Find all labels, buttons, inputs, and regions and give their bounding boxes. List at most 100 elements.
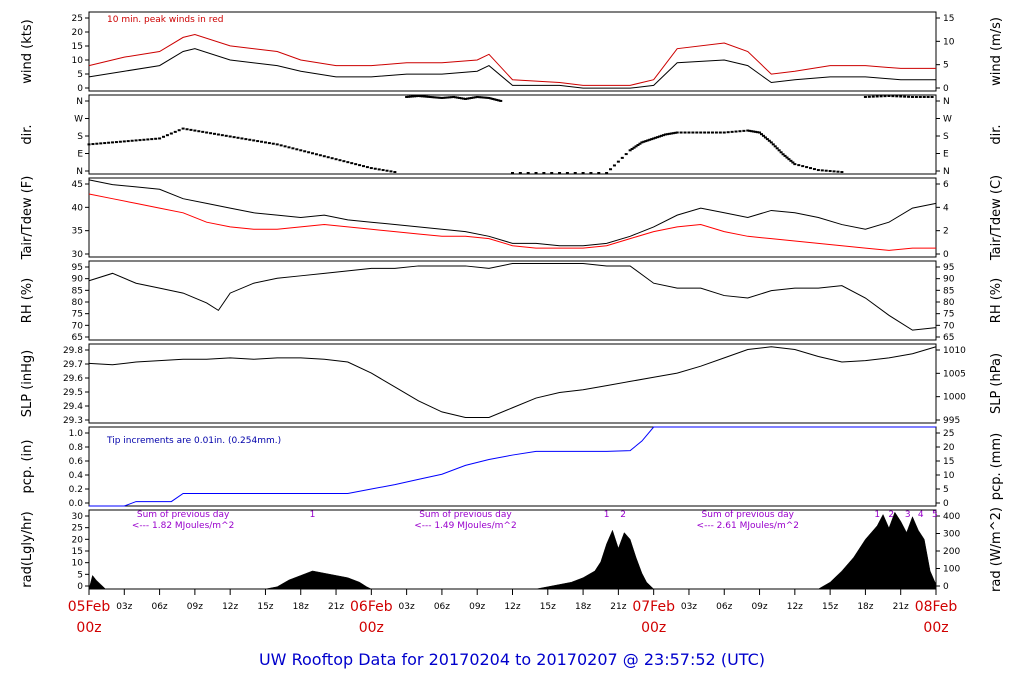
rad-hour-marker: 1 [604, 510, 610, 520]
x-hour-label: 06z [151, 602, 167, 612]
rh-left-tick-label: 75 [72, 310, 83, 320]
dir-point [675, 131, 679, 134]
pcp-frame [88, 426, 937, 507]
slp-ylabel-left: SLP (inHg) [20, 350, 35, 418]
dir-point [760, 133, 764, 136]
pcp-right-tick-label: 15 [943, 457, 954, 467]
dir-point [816, 169, 820, 172]
pcp-ylabel-left: pcp. (in) [20, 440, 35, 494]
dir-point [314, 153, 318, 156]
dir-point [201, 130, 205, 133]
dir-point [114, 141, 118, 144]
x-date-label: 06Feb [350, 599, 393, 615]
rad-left-tick-label: 20 [72, 535, 84, 545]
pcp-right-tick-label: 5 [943, 485, 949, 495]
dir-point [779, 151, 783, 154]
dir-point [565, 172, 569, 175]
dir-point [279, 144, 283, 147]
dir-point [465, 97, 469, 100]
wind-left-tick-label: 20 [72, 28, 84, 38]
dir-point [197, 130, 201, 133]
rad-hour-marker: 3 [905, 510, 911, 520]
dir-point [442, 96, 446, 99]
dir-point [703, 131, 707, 134]
dir-point [95, 142, 99, 145]
dir-right-tick-label: N [943, 167, 950, 177]
dir-point [820, 169, 824, 172]
x-hour-label: 18z [575, 602, 591, 612]
dir-point [605, 172, 609, 175]
dir-point [771, 143, 775, 146]
dir-point [193, 129, 197, 132]
dir-point [181, 127, 185, 130]
rh-right-tick-label: 65 [943, 333, 954, 343]
x-date-hour-label: 00z [359, 620, 384, 636]
dir-point [169, 132, 173, 135]
dir-point [173, 130, 177, 133]
dir-point [411, 95, 415, 98]
dir-left-tick-label: N [76, 167, 83, 177]
dir-point [550, 172, 554, 175]
x-hour-label: 03z [681, 602, 697, 612]
dir-point [358, 164, 362, 167]
dir-point [738, 130, 742, 133]
dir-point [914, 95, 918, 98]
temp-right-tick-label: 4 [943, 203, 949, 213]
dir-point [405, 95, 409, 98]
temp-right-tick-label: 2 [943, 227, 949, 237]
rh-left-tick-label: 85 [72, 286, 83, 296]
x-hour-label: 21z [610, 602, 626, 612]
temp-series-tair [88, 179, 937, 247]
dir-point [650, 138, 654, 141]
dir-point [863, 95, 867, 98]
dir-point [742, 129, 746, 132]
dir-point [291, 147, 295, 150]
dir-point [840, 171, 844, 174]
dir-point [644, 140, 648, 143]
rh-right-tick-label: 85 [943, 286, 954, 296]
dir-point [418, 95, 422, 98]
dir-point [295, 148, 299, 151]
rh-right-tick-label: 90 [943, 275, 955, 285]
rh-right-tick-label: 75 [943, 310, 954, 320]
rh-right-tick-label: 80 [943, 298, 955, 308]
dir-point [240, 137, 244, 140]
dir-right-tick-label: E [943, 150, 949, 160]
dir-point [785, 156, 789, 159]
pcp-right-tick-label: 0 [943, 499, 949, 509]
dir-point [609, 168, 613, 171]
dir-point [267, 142, 271, 145]
dir-point [730, 130, 734, 133]
dir-point [748, 129, 752, 132]
dir-point [789, 159, 793, 162]
dir-point [642, 140, 646, 143]
dir-point [758, 131, 762, 134]
pcp-annotation: Tip increments are 0.01in. (0.254mm.) [106, 436, 281, 446]
dir-point [661, 134, 665, 137]
dir-point [660, 134, 664, 137]
dir-point [671, 132, 675, 135]
rad-hour-marker: 4 [918, 510, 924, 520]
dir-point [165, 134, 169, 137]
dir-point [652, 137, 656, 140]
dir-point [177, 129, 181, 132]
rh-series-0 [88, 262, 937, 331]
dir-point [750, 130, 754, 133]
dir-point [460, 97, 464, 100]
rad-right-tick-label: 100 [943, 565, 960, 575]
dir-point [471, 96, 475, 99]
dir-point [469, 96, 473, 99]
rad-hour-marker: 2 [888, 510, 894, 520]
dir-point [679, 131, 683, 134]
dir-series-0 [87, 94, 934, 175]
dir-point [518, 172, 522, 175]
dir-point [107, 141, 111, 144]
dir-point [138, 139, 142, 142]
dir-point [926, 95, 930, 98]
x-hour-label: 12z [504, 602, 520, 612]
wind-right-tick-label: 5 [943, 61, 949, 71]
x-hour-label: 12z [222, 602, 238, 612]
dir-point [385, 169, 389, 172]
x-hour-label: 03z [116, 602, 132, 612]
